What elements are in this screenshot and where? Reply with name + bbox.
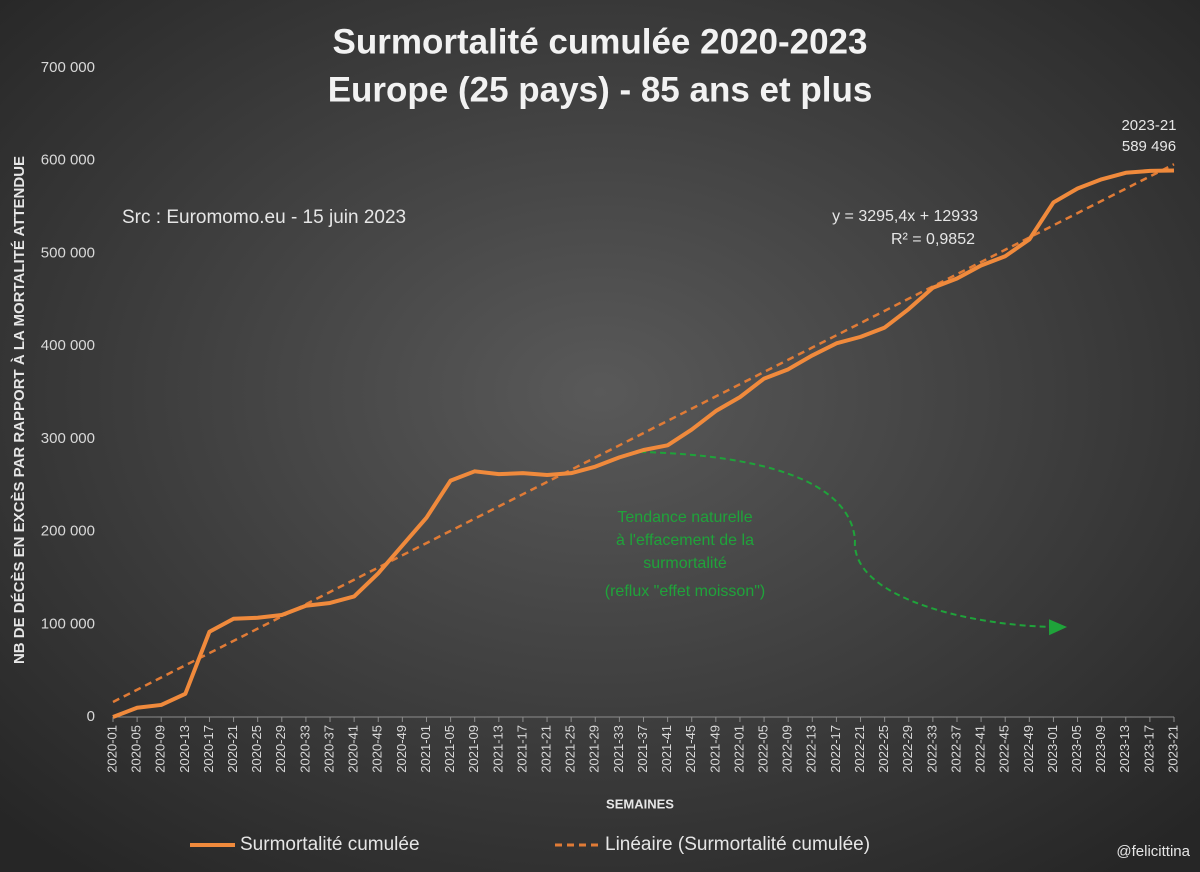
y-tick-label: 600 000 <box>41 152 95 169</box>
x-tick-label: 2021-25 <box>563 725 578 773</box>
x-axis-title: SEMAINES <box>606 796 674 811</box>
equation: y = 3295,4x + 12933 <box>832 208 978 225</box>
x-tick-label: 2020-17 <box>201 725 216 773</box>
x-tick-label: 2022-29 <box>900 725 915 773</box>
y-tick-label: 700 000 <box>41 59 95 76</box>
x-tick-label: 2020-21 <box>225 725 240 773</box>
x-tick-label: 2023-01 <box>1045 725 1060 773</box>
legend-label: Surmortalité cumulée <box>240 834 420 855</box>
chart-subtitle: Europe (25 pays) - 85 ans et plus <box>328 70 873 109</box>
annotation: surmortalité <box>643 555 727 572</box>
r-squared: R² = 0,9852 <box>891 231 975 248</box>
y-tick-label: 200 000 <box>41 523 95 540</box>
x-tick-label: 2023-13 <box>1117 725 1132 773</box>
x-tick-label: 2021-33 <box>611 725 626 773</box>
y-tick-label: 300 000 <box>41 430 95 447</box>
x-tick-label: 2022-13 <box>804 725 819 773</box>
x-tick-label: 2022-49 <box>1021 725 1036 773</box>
x-tick-label: 2023-17 <box>1141 725 1156 773</box>
x-tick-label: 2021-21 <box>538 725 553 773</box>
chart-title: Surmortalité cumulée 2020-2023 <box>333 22 868 61</box>
y-tick-label: 0 <box>87 708 95 725</box>
x-tick-label: 2020-33 <box>297 725 312 773</box>
x-tick-label: 2023-09 <box>1093 725 1108 773</box>
x-tick-label: 2023-05 <box>1069 725 1084 773</box>
x-tick-label: 2022-45 <box>997 725 1012 773</box>
annotation-arrow <box>639 451 1067 636</box>
x-tick-label: 2022-33 <box>924 725 939 773</box>
x-tick-label: 2022-05 <box>756 725 771 773</box>
category-label: 2023-21 <box>1121 117 1176 134</box>
y-axis-title: NB DE DÉCÈS EN EXCÈS PAR RAPPORT À LA MO… <box>11 156 28 664</box>
x-tick-label: 2020-13 <box>177 725 192 773</box>
y-tick-label: 400 000 <box>41 337 95 354</box>
x-tick-label: 2021-41 <box>659 725 674 773</box>
x-tick-label: 2021-01 <box>418 725 433 773</box>
annotation: à l'effacement de la <box>616 532 754 549</box>
legend-label: Linéaire (Surmortalité cumulée) <box>605 834 870 855</box>
x-tick-label: 2020-29 <box>273 725 288 773</box>
x-tick-label: 2023-21 <box>1165 725 1180 773</box>
series-line <box>112 168 1175 719</box>
x-tick-label: 2020-49 <box>394 725 409 773</box>
x-tick-label: 2020-45 <box>370 725 385 773</box>
x-tick-label: 2021-13 <box>490 725 505 773</box>
x-tick-label: 2022-41 <box>973 725 988 773</box>
credit: @felicittina <box>1116 843 1190 860</box>
x-tick-label: 2020-05 <box>129 725 144 773</box>
x-tick-label: 2021-37 <box>635 725 650 773</box>
x-tick-label: 2021-17 <box>514 725 529 773</box>
x-tick-label: 2020-25 <box>249 725 264 773</box>
x-tick-label: 2021-29 <box>587 725 602 773</box>
x-tick-label: 2022-25 <box>876 725 891 773</box>
source: Src : Euromomo.eu - 15 juin 2023 <box>122 207 406 228</box>
x-tick-label: 2022-01 <box>731 725 746 773</box>
x-tick-label: 2021-45 <box>683 725 698 773</box>
data-label: 589 496 <box>1122 138 1176 155</box>
x-tick-label: 2020-09 <box>153 725 168 773</box>
x-tick-label: 2021-05 <box>442 725 457 773</box>
x-tick-label: 2022-21 <box>852 725 867 773</box>
x-tick-label: 2020-37 <box>321 725 336 773</box>
x-tick-label: 2020-41 <box>346 725 361 773</box>
x-tick-label: 2020-01 <box>104 725 119 773</box>
y-tick-label: 100 000 <box>41 615 95 632</box>
x-tick-label: 2021-49 <box>707 725 722 773</box>
annotation: (reflux "effet moisson") <box>605 583 765 600</box>
annotation: Tendance naturelle <box>617 509 752 526</box>
x-tick-label: 2022-37 <box>948 725 963 773</box>
x-tick-label: 2022-09 <box>780 725 795 773</box>
x-tick-label: 2021-09 <box>466 725 481 773</box>
y-tick-label: 500 000 <box>41 244 95 261</box>
x-tick-label: 2022-17 <box>828 725 843 773</box>
